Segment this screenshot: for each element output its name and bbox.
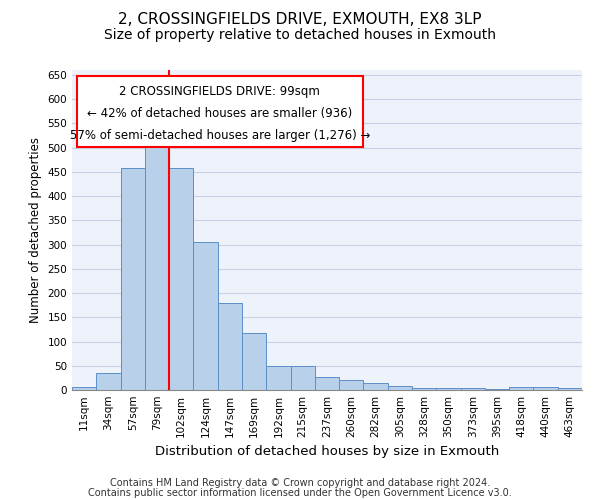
FancyBboxPatch shape bbox=[77, 76, 363, 147]
Text: 2, CROSSINGFIELDS DRIVE, EXMOUTH, EX8 3LP: 2, CROSSINGFIELDS DRIVE, EXMOUTH, EX8 3L… bbox=[118, 12, 482, 28]
Bar bbox=[509, 386, 533, 390]
Text: 57% of semi-detached houses are larger (1,276) →: 57% of semi-detached houses are larger (… bbox=[70, 129, 370, 142]
Bar bbox=[315, 377, 339, 390]
Text: Contains HM Land Registry data © Crown copyright and database right 2024.: Contains HM Land Registry data © Crown c… bbox=[110, 478, 490, 488]
Bar bbox=[96, 373, 121, 390]
Bar bbox=[436, 388, 461, 390]
Bar bbox=[193, 242, 218, 390]
Bar bbox=[242, 334, 266, 390]
Bar bbox=[290, 366, 315, 390]
Y-axis label: Number of detached properties: Number of detached properties bbox=[29, 137, 42, 323]
Text: 2 CROSSINGFIELDS DRIVE: 99sqm: 2 CROSSINGFIELDS DRIVE: 99sqm bbox=[119, 86, 320, 98]
Bar bbox=[218, 302, 242, 390]
Bar bbox=[485, 388, 509, 390]
Bar bbox=[412, 388, 436, 390]
Bar bbox=[461, 388, 485, 390]
Bar bbox=[388, 386, 412, 390]
Bar bbox=[72, 386, 96, 390]
Bar bbox=[339, 380, 364, 390]
Text: ← 42% of detached houses are smaller (936): ← 42% of detached houses are smaller (93… bbox=[87, 107, 353, 120]
Bar bbox=[121, 168, 145, 390]
Bar bbox=[145, 142, 169, 390]
Bar bbox=[533, 387, 558, 390]
Bar bbox=[169, 168, 193, 390]
Bar bbox=[266, 366, 290, 390]
Text: Size of property relative to detached houses in Exmouth: Size of property relative to detached ho… bbox=[104, 28, 496, 42]
Bar bbox=[558, 388, 582, 390]
X-axis label: Distribution of detached houses by size in Exmouth: Distribution of detached houses by size … bbox=[155, 446, 499, 458]
Bar bbox=[364, 383, 388, 390]
Text: Contains public sector information licensed under the Open Government Licence v3: Contains public sector information licen… bbox=[88, 488, 512, 498]
